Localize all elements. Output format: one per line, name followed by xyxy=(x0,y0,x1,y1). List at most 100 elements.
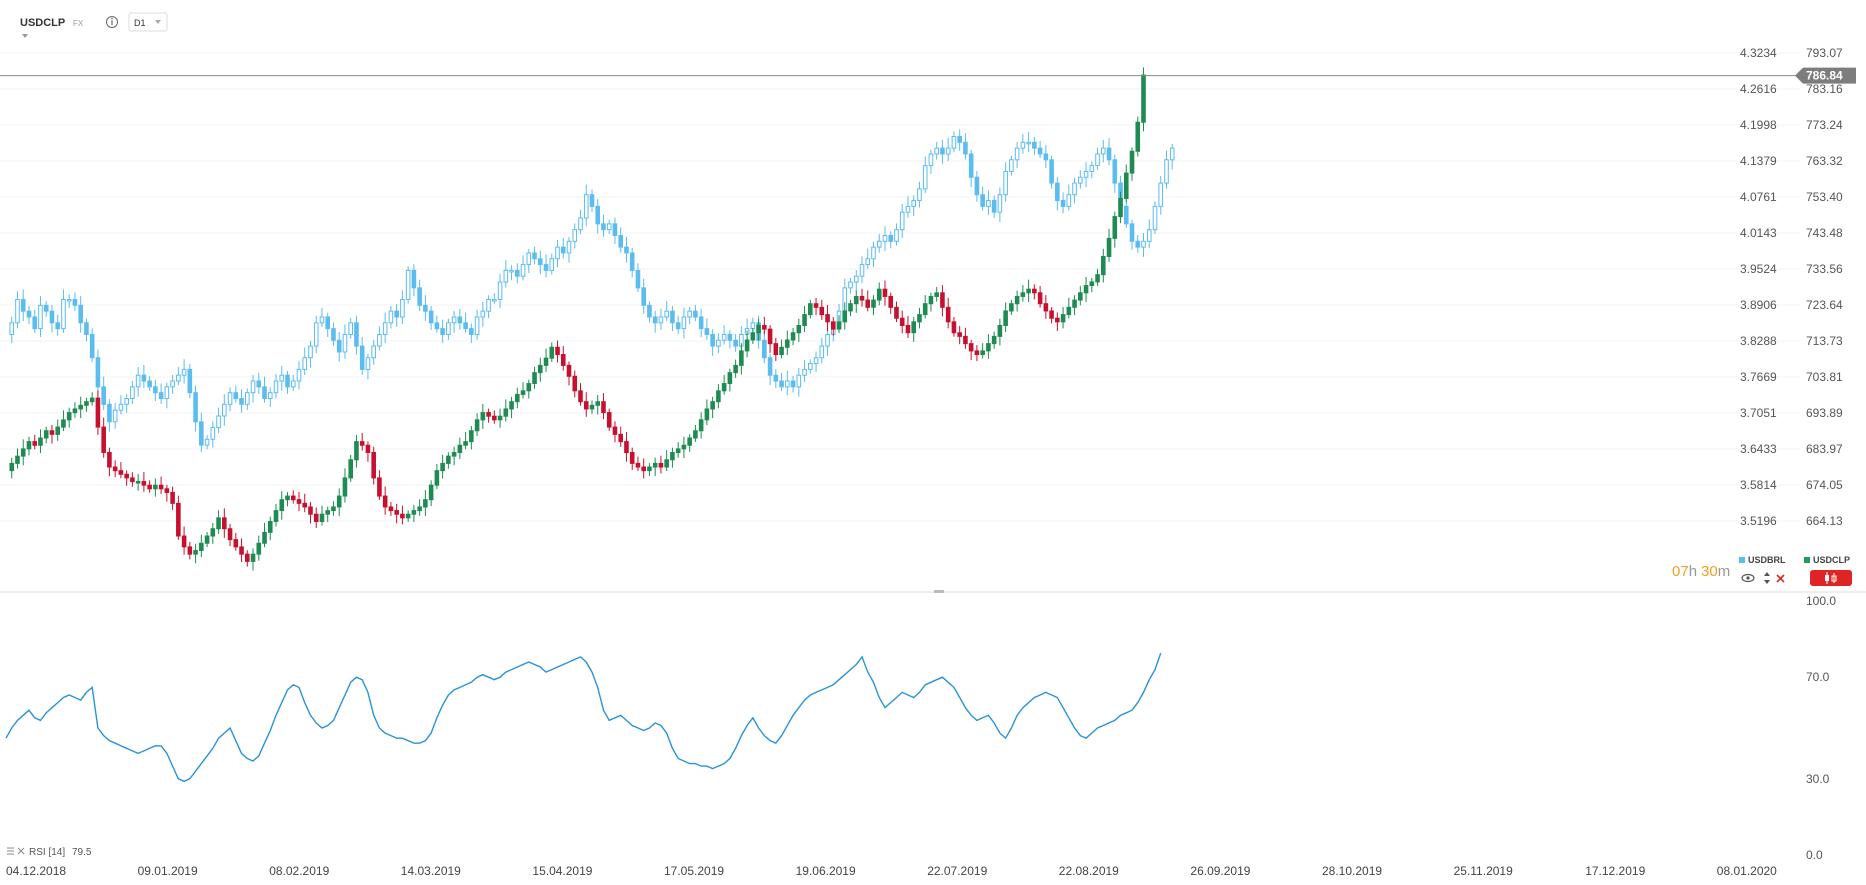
usdclp-candle-down xyxy=(560,354,566,366)
usdbrl-candle-down xyxy=(423,304,428,312)
usdclp-candle-down xyxy=(658,462,664,468)
usdbrl-candle-up xyxy=(848,281,853,289)
usdbrl-candle-up xyxy=(296,368,302,382)
usdclp-candle-down xyxy=(1037,292,1043,305)
usdbrl-candle-up xyxy=(1020,141,1026,149)
usdclp-candle-up xyxy=(848,303,853,312)
legend-usdclp[interactable]: USDCLP xyxy=(1804,555,1850,565)
usdbrl-candle-up xyxy=(480,310,486,318)
usdclp-candle-up xyxy=(474,419,480,432)
move-updown-icon[interactable] xyxy=(1764,572,1770,584)
usdbrl-candle-up xyxy=(716,339,721,347)
indicator-label[interactable]: RSI [14] 79.5 xyxy=(7,847,92,858)
left-axis-tick: 3.6433 xyxy=(1740,442,1777,456)
usdbrl-candle-down xyxy=(72,299,78,306)
left-axis-tick: 3.8288 xyxy=(1740,334,1777,348)
usdclp-candle-down xyxy=(940,292,945,308)
usdclp-candle-up xyxy=(26,441,32,450)
usdclp-candle-up xyxy=(980,350,985,356)
usdclp-candle-down xyxy=(618,433,624,443)
usdclp-candle-down xyxy=(641,466,646,472)
usdbrl-candle-down xyxy=(589,194,595,207)
left-axis-tick: 4.1379 xyxy=(1740,154,1777,168)
usdbrl-candle-up xyxy=(1095,153,1100,167)
legend-usdbrl[interactable]: USDBRL xyxy=(1739,555,1786,565)
usdbrl-candle-down xyxy=(704,328,710,335)
eye-icon[interactable] xyxy=(1741,573,1755,583)
usdclp-candle-down xyxy=(492,415,497,421)
usdbrl-candle-down xyxy=(78,304,83,324)
usdbrl-candle-up xyxy=(721,333,727,341)
usdbrl-candle-down xyxy=(940,147,945,155)
candle-countdown: 07h 30m xyxy=(1672,563,1730,580)
right-price-axis: 793.07 783.16 773.24 763.32 753.40 743.48 733.… xyxy=(1806,46,1843,528)
usdclp-candle-down xyxy=(566,364,572,377)
usdbrl-candle-down xyxy=(1049,159,1054,184)
usdbrl-candle-up xyxy=(342,333,348,353)
usdbrl-candle-up xyxy=(446,322,451,335)
usdbrl-candle-up xyxy=(216,415,221,429)
time-axis-tick: 28.10.2019 xyxy=(1322,864,1382,878)
usdclp-candle-up xyxy=(693,430,698,439)
usdclp-candle-down xyxy=(968,343,974,352)
usdbrl-candle-up xyxy=(302,357,308,370)
usdclp-candle-up xyxy=(790,332,796,341)
usdclp-candle-down xyxy=(578,390,583,403)
time-axis-tick: 08.01.2020 xyxy=(1717,864,1777,878)
usdclp-candle-down xyxy=(572,375,578,392)
indicator-close-icon[interactable] xyxy=(17,847,25,855)
info-icon[interactable] xyxy=(106,16,118,28)
usdclp-candle-up xyxy=(250,553,256,562)
usdbrl-candle-down xyxy=(624,246,629,254)
usdbrl-candle-up xyxy=(204,438,210,446)
usdclp-candle-up xyxy=(710,401,715,410)
usdclp-candle-down xyxy=(945,306,951,323)
symbol-chevron-icon[interactable] xyxy=(22,34,28,38)
usdbrl-candle-up xyxy=(865,258,871,266)
usdbrl-candle-up xyxy=(951,135,957,149)
usdclp-candle-up xyxy=(446,455,451,464)
usdbrl-candle-down xyxy=(153,386,158,394)
usdbrl-candle-down xyxy=(968,153,974,178)
usdclp-candle-up xyxy=(1083,285,1089,294)
usdbrl-candle-up xyxy=(606,223,612,231)
right-axis-tick: 683.97 xyxy=(1806,442,1843,456)
usdbrl-candle-up xyxy=(1026,141,1031,145)
usdbrl-candle-down xyxy=(1037,147,1043,155)
usdclp-candle-up xyxy=(463,441,468,446)
usdclp-candle-down xyxy=(32,441,38,446)
usdclp-candle-down xyxy=(170,491,175,504)
usdbrl-candle-down xyxy=(20,299,26,312)
remove-series-icon[interactable] xyxy=(1776,574,1785,583)
usdclp-candle-up xyxy=(325,510,331,515)
usdclp-candle-down xyxy=(308,506,313,515)
indicator-menu-icon[interactable] xyxy=(7,847,14,855)
symbol-name[interactable]: USDCLP xyxy=(20,17,65,29)
usdclp-candle-up xyxy=(503,408,509,417)
usdbrl-candle-up xyxy=(377,333,382,347)
left-axis-tick: 4.0761 xyxy=(1740,190,1777,204)
usdbrl-candle-up xyxy=(1072,182,1077,196)
usdbrl-candle-down xyxy=(32,316,38,330)
usdclp-candle-up xyxy=(704,408,710,421)
usdclp-candle-down xyxy=(95,397,101,428)
candle-type-button[interactable] xyxy=(1810,570,1852,586)
usdclp-candle-up xyxy=(267,520,273,533)
usdclp-candle-up xyxy=(78,404,83,410)
usdclp-candle-down xyxy=(107,452,112,468)
usdclp-candle-up xyxy=(20,448,26,457)
usdclp-candle-down xyxy=(1043,303,1049,312)
usdbrl-candle-up xyxy=(1100,147,1106,155)
left-price-axis: 4.3234 4.2616 4.1998 4.1379 4.0761 4.0143 3.95… xyxy=(1740,46,1777,528)
usdclp-candle-up xyxy=(744,339,750,352)
usdclp-candle-down xyxy=(141,481,147,486)
usdclp-candle-down xyxy=(400,513,405,519)
usdbrl-candle-down xyxy=(1129,223,1135,242)
usdbrl-candle-up xyxy=(928,153,934,167)
pane-resize-handle[interactable] xyxy=(934,590,944,593)
usdclp-candle-up xyxy=(72,408,78,414)
usdbrl-candle-up xyxy=(497,281,503,301)
timeframe-select[interactable]: D1 xyxy=(128,12,168,32)
usdbrl-candle-up xyxy=(1169,147,1175,161)
